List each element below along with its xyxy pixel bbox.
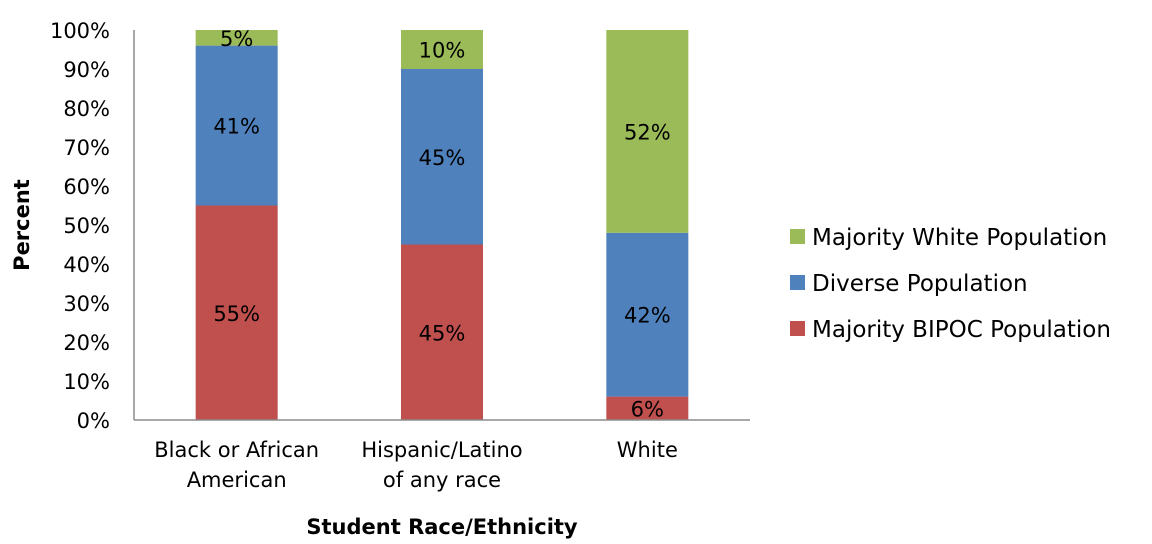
data-label: 5% xyxy=(220,27,253,51)
bar-segment xyxy=(401,69,483,245)
bar-segment xyxy=(195,30,278,46)
x-category-label: of any race xyxy=(383,468,501,492)
data-label: 41% xyxy=(213,115,260,139)
x-category-label: White xyxy=(617,438,678,462)
y-tick-label: 30% xyxy=(63,292,110,316)
y-tick-label: 50% xyxy=(63,214,110,238)
bar-segment xyxy=(606,30,689,233)
bar-segment xyxy=(401,30,483,69)
legend: Majority White Population Diverse Populat… xyxy=(790,225,1111,343)
data-label: 55% xyxy=(213,302,260,326)
y-tick-label: 80% xyxy=(63,97,110,121)
legend-swatch xyxy=(790,275,805,290)
x-category-label: American xyxy=(187,468,287,492)
bar-segment xyxy=(195,205,278,420)
bar-segment xyxy=(401,244,483,420)
bar-segment xyxy=(195,45,278,206)
y-tick-label: 40% xyxy=(63,253,110,277)
x-axis-category-labels: Black or African American Hispanic/Latino o… xyxy=(154,438,678,492)
data-label: 45% xyxy=(419,321,466,345)
y-axis-tick-labels: 0% 10% 20% 30% 40% 50% 60% 70% 80% 90% 100% xyxy=(50,19,110,433)
bar-segment xyxy=(606,232,689,397)
y-tick-label: 0% xyxy=(77,409,110,433)
legend-label: Majority White Population xyxy=(812,225,1107,251)
legend-label: Majority BIPOC Population xyxy=(812,317,1111,343)
data-label: 6% xyxy=(631,397,664,421)
data-label: 42% xyxy=(624,304,671,328)
data-label: 10% xyxy=(419,39,466,63)
legend-swatch xyxy=(790,229,805,244)
x-category-label: Hispanic/Latino xyxy=(361,438,522,462)
y-axis-title: Percent xyxy=(10,179,34,271)
bars xyxy=(195,30,689,420)
y-tick-label: 10% xyxy=(63,370,110,394)
legend-swatch xyxy=(790,321,805,336)
data-label: 52% xyxy=(624,120,671,144)
y-tick-label: 70% xyxy=(63,136,110,160)
data-label: 45% xyxy=(419,146,466,170)
y-tick-label: 60% xyxy=(63,175,110,199)
y-tick-label: 100% xyxy=(50,19,110,43)
legend-label: Diverse Population xyxy=(812,271,1028,297)
x-category-label: Black or African xyxy=(154,438,319,462)
bar-segment xyxy=(606,396,689,420)
y-tick-label: 20% xyxy=(63,331,110,355)
data-labels: 55% 41% 5% 45% 45% 10% 6% 42% 52% xyxy=(213,27,671,421)
x-axis-title: Student Race/Ethnicity xyxy=(306,515,578,539)
y-tick-label: 90% xyxy=(63,58,110,82)
